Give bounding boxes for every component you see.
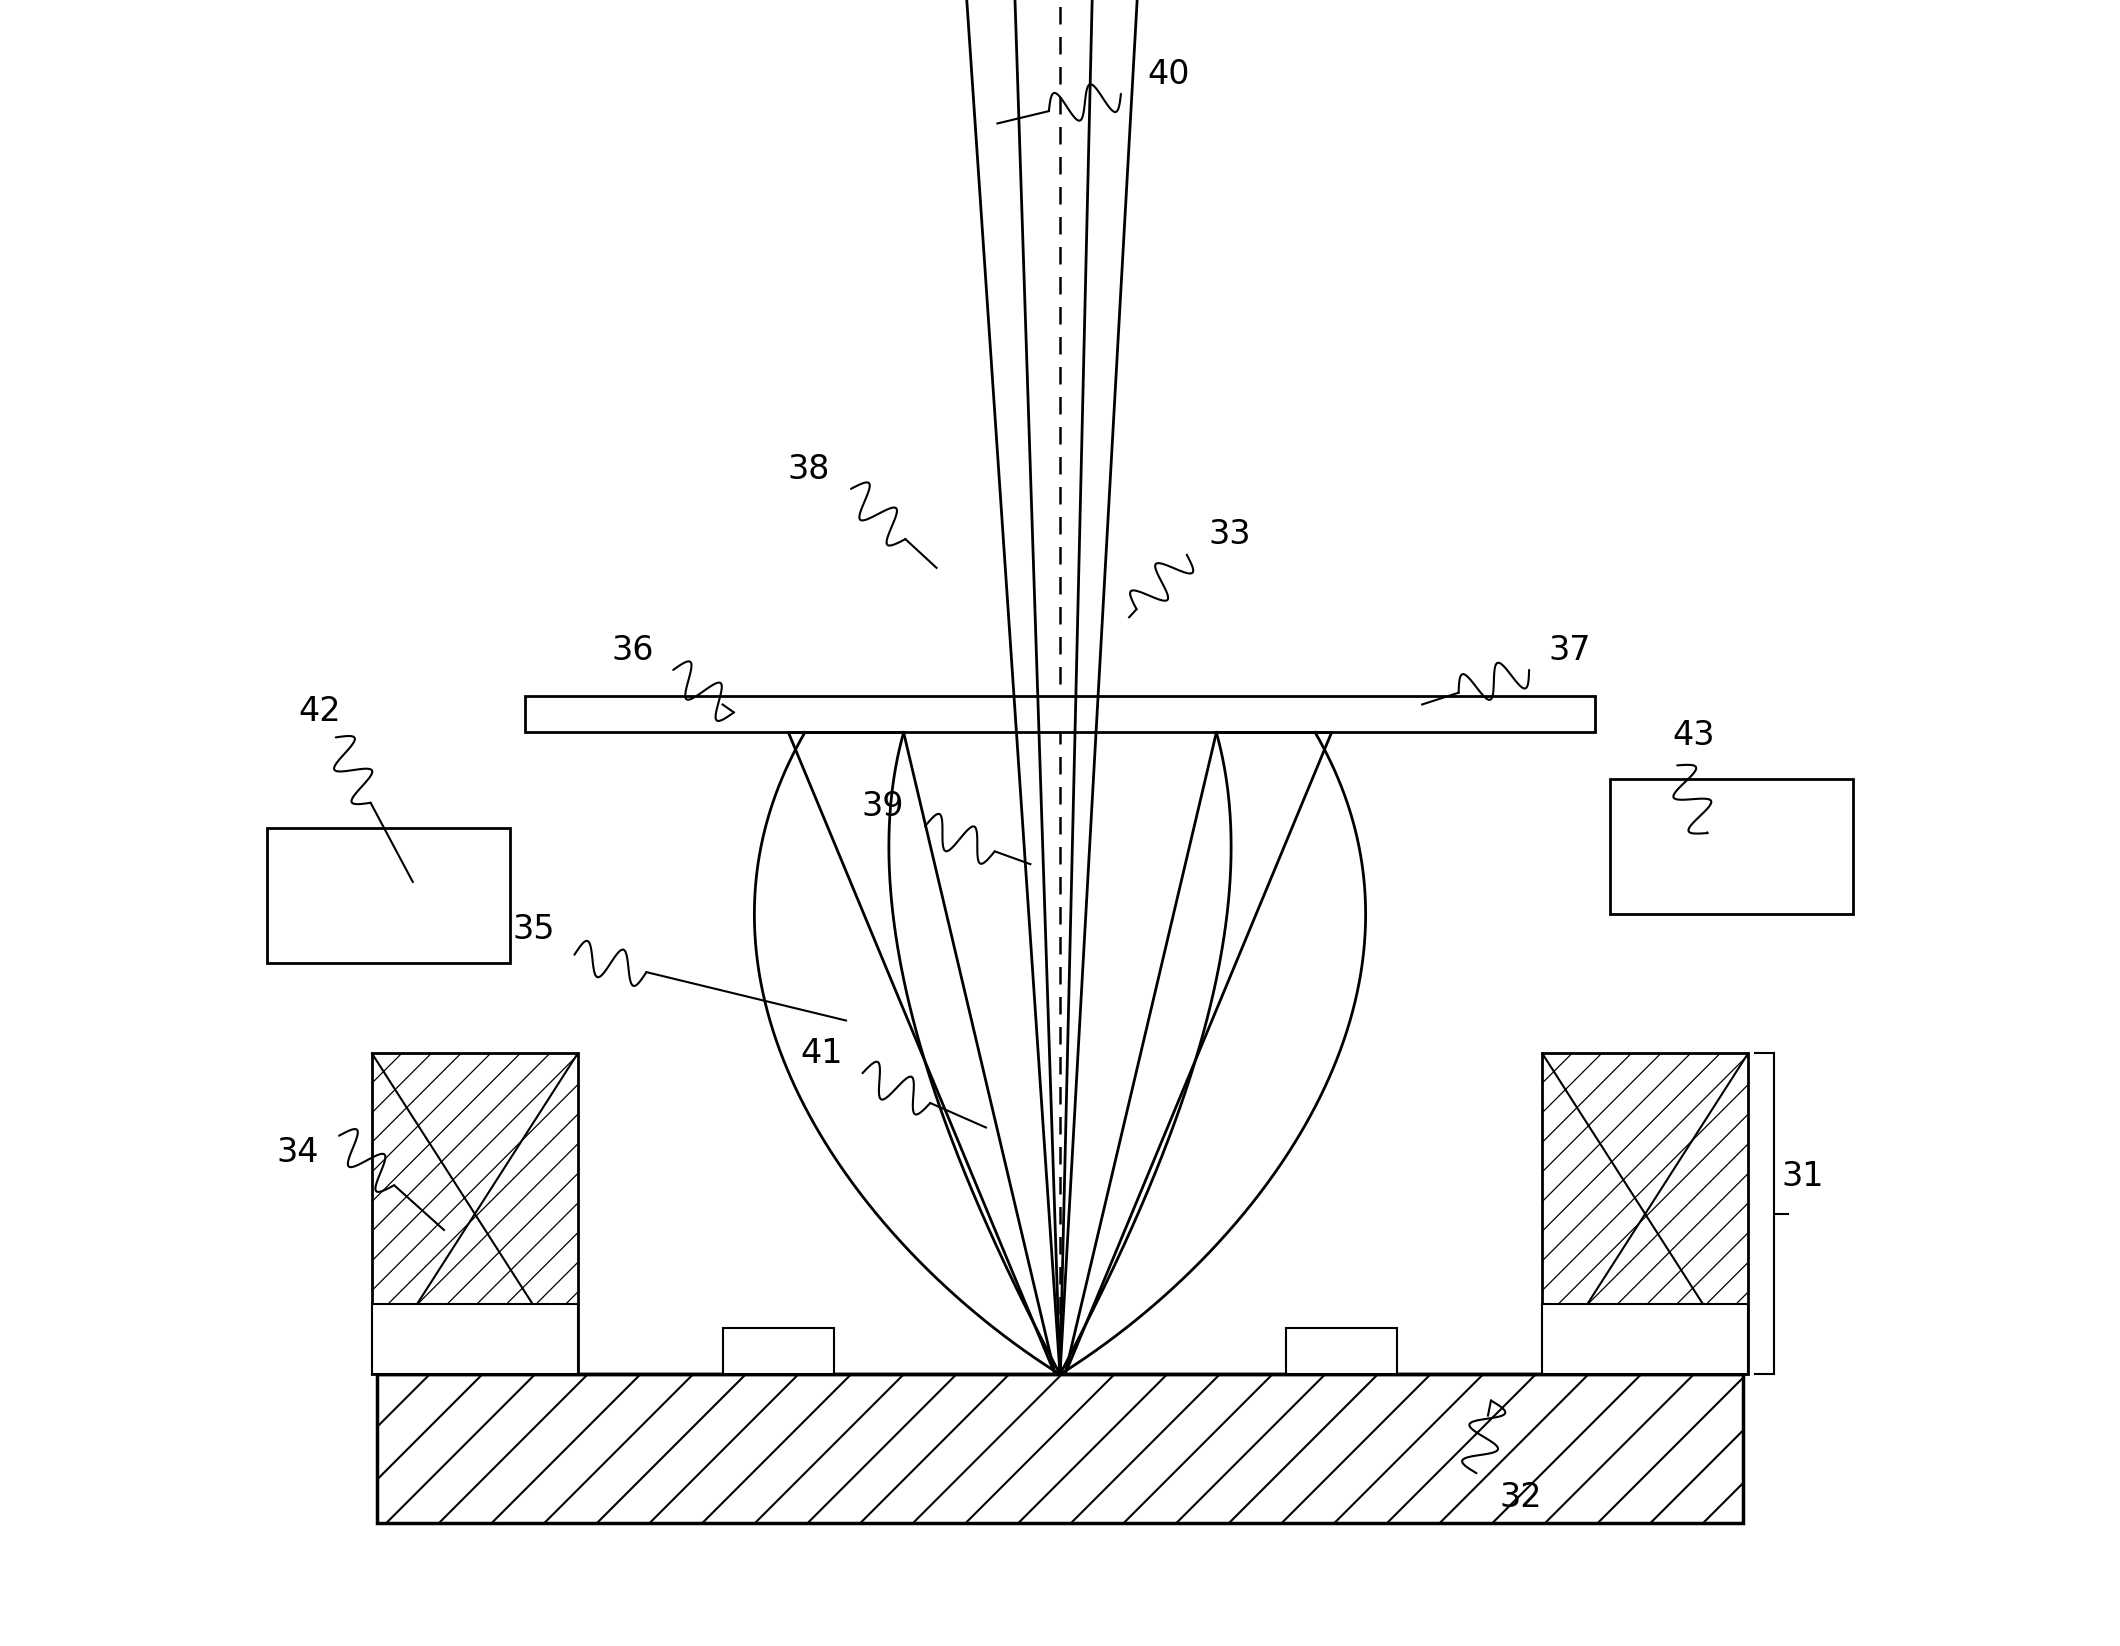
Text: 31: 31 xyxy=(1781,1160,1823,1193)
Text: 34: 34 xyxy=(278,1136,320,1169)
Bar xyxy=(371,1304,579,1374)
Bar xyxy=(1285,1328,1397,1374)
Bar xyxy=(1541,1053,1749,1374)
Text: 37: 37 xyxy=(1550,634,1592,667)
Text: 42: 42 xyxy=(299,695,341,728)
Text: 35: 35 xyxy=(513,914,555,946)
Text: 43: 43 xyxy=(1673,719,1715,752)
Text: 41: 41 xyxy=(799,1037,844,1070)
Bar xyxy=(377,1374,1743,1523)
Bar xyxy=(371,1053,579,1374)
Text: 40: 40 xyxy=(1147,58,1189,91)
Text: 38: 38 xyxy=(787,453,829,486)
Bar xyxy=(723,1328,835,1374)
Text: 36: 36 xyxy=(611,634,653,667)
Text: 32: 32 xyxy=(1499,1481,1541,1514)
Bar xyxy=(1541,1053,1749,1374)
Bar xyxy=(526,696,1594,732)
Bar xyxy=(1541,1304,1749,1374)
Bar xyxy=(1609,779,1853,914)
Bar xyxy=(267,828,511,963)
Bar xyxy=(371,1053,579,1374)
Text: 39: 39 xyxy=(861,790,903,823)
Text: 33: 33 xyxy=(1208,518,1251,551)
